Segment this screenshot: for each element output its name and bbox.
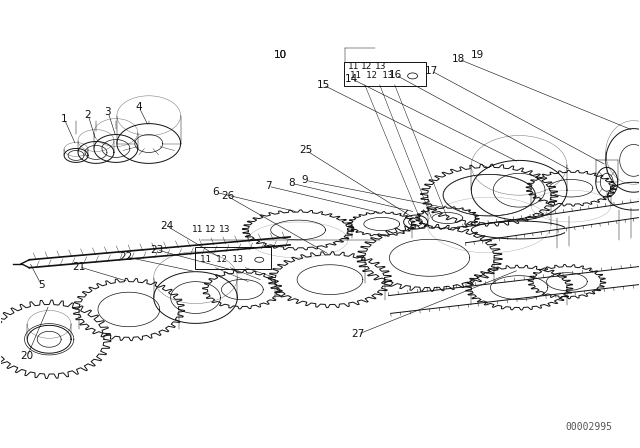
Text: 15: 15	[316, 80, 330, 90]
Text: 16: 16	[389, 70, 403, 80]
Text: 25: 25	[300, 146, 313, 155]
Text: 22: 22	[119, 252, 132, 262]
Text: 3: 3	[104, 107, 111, 116]
Text: 26: 26	[221, 191, 234, 201]
Text: 24: 24	[160, 221, 173, 231]
Text: 6: 6	[212, 187, 219, 197]
Text: 00002995: 00002995	[565, 422, 612, 432]
Text: 11 12 13: 11 12 13	[200, 255, 243, 264]
Text: 1: 1	[61, 114, 67, 124]
Text: 2: 2	[84, 110, 92, 120]
Text: 27: 27	[351, 329, 364, 339]
Text: 19: 19	[470, 50, 484, 60]
Text: 11 12 13: 11 12 13	[350, 71, 393, 81]
Text: 7: 7	[265, 181, 271, 191]
Text: 17: 17	[425, 66, 438, 76]
Text: 23: 23	[150, 245, 163, 255]
Text: 13: 13	[219, 225, 230, 234]
Text: 21: 21	[72, 262, 86, 272]
Text: 20: 20	[20, 351, 34, 361]
Text: 14: 14	[345, 74, 358, 84]
Text: 11: 11	[192, 225, 204, 234]
Text: 12: 12	[205, 225, 216, 234]
Text: 11: 11	[348, 62, 360, 72]
Text: 9: 9	[301, 175, 308, 185]
Text: 13: 13	[375, 62, 387, 72]
Text: 10: 10	[274, 50, 287, 60]
Text: 10: 10	[274, 50, 287, 60]
Text: 18: 18	[452, 54, 465, 64]
Text: 5: 5	[38, 280, 45, 289]
Text: 8: 8	[288, 178, 294, 188]
Text: 12: 12	[361, 62, 372, 72]
Text: 4: 4	[136, 102, 142, 112]
